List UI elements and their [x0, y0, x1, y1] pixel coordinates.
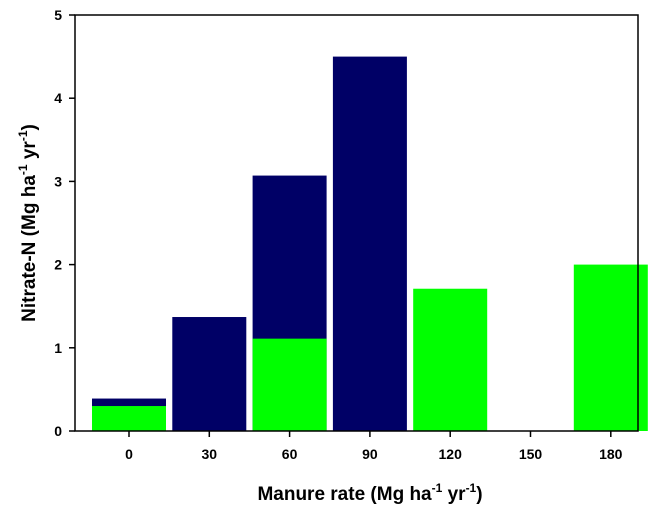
label-part: Manure rate (Mg ha — [257, 484, 432, 505]
plot-frame — [74, 14, 639, 432]
label-part: ) — [19, 124, 40, 130]
y-tick-label: 3 — [54, 173, 62, 189]
label-part: yr — [442, 484, 466, 505]
bar — [332, 56, 407, 431]
bar — [573, 264, 648, 431]
superscript: -1 — [466, 481, 477, 495]
x-tick-label: 180 — [599, 446, 623, 462]
y-tick-label: 1 — [54, 340, 62, 356]
y-tick-label: 4 — [54, 90, 62, 106]
x-axis-label: Manure rate (Mg ha-1 yr-1) — [257, 481, 482, 505]
x-tick-label: 120 — [439, 446, 463, 462]
x-tick-label: 0 — [125, 446, 133, 462]
label-part: Nitrate-N (Mg ha — [19, 175, 40, 322]
bar — [92, 406, 166, 431]
superscript: -1 — [432, 481, 443, 495]
bar — [252, 338, 327, 431]
x-tick-label: 30 — [202, 446, 218, 462]
bar — [413, 288, 488, 431]
x-tick-label: 60 — [282, 446, 298, 462]
superscript: -1 — [16, 130, 30, 141]
x-tick-label: 150 — [519, 446, 543, 462]
y-tick-label: 0 — [54, 423, 62, 439]
bar — [172, 317, 247, 431]
x-tick-label: 90 — [362, 446, 378, 462]
label-part: yr — [19, 141, 40, 165]
label-part: ) — [476, 484, 482, 505]
y-tick-label: 2 — [54, 257, 62, 273]
superscript: -1 — [16, 164, 30, 175]
y-axis-label: Nitrate-N (Mg ha-1 yr-1) — [16, 124, 40, 322]
y-tick-label: 5 — [54, 7, 62, 23]
